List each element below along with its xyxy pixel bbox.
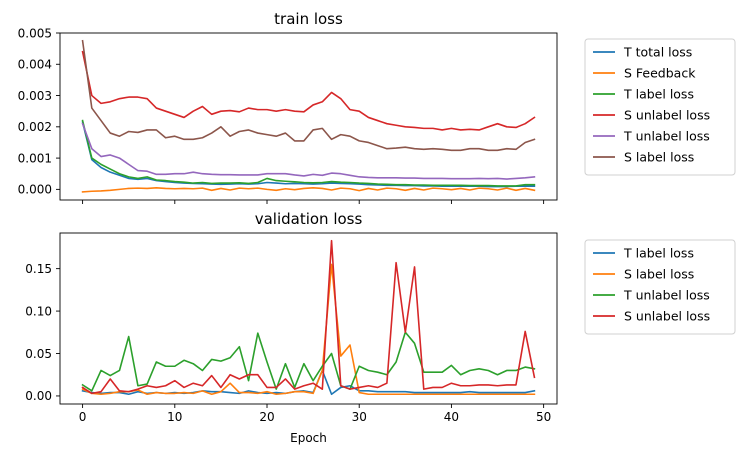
series-line-s-feedback bbox=[81, 187, 536, 193]
axes-frame bbox=[59, 232, 558, 405]
legend: T total loss S Feedback T label loss S unla… bbox=[584, 38, 736, 176]
y-tick-label: 0.002 bbox=[18, 120, 52, 134]
y-tick-label: 0.15 bbox=[25, 262, 52, 276]
x-tick-label: 50 bbox=[536, 410, 551, 424]
legend-label: S label loss bbox=[624, 150, 694, 165]
series-line-t-unlabel-loss bbox=[81, 122, 536, 180]
y-tick-label: 0.00 bbox=[25, 389, 52, 403]
legend-label: T total loss bbox=[623, 45, 692, 60]
y-tick-label: 0.005 bbox=[18, 26, 52, 40]
series-line-s-label-loss bbox=[81, 263, 536, 396]
y-tick-label: 0.10 bbox=[25, 304, 52, 318]
legend-label: T unlabel loss bbox=[623, 129, 710, 144]
legend-box bbox=[584, 239, 736, 335]
series-line-t-unlabel-loss bbox=[81, 331, 536, 392]
panel-title: train loss bbox=[274, 10, 343, 28]
legend: T label loss S label loss T unlabel loss S … bbox=[584, 239, 736, 335]
legend-label: T unlabel loss bbox=[623, 288, 710, 303]
series-line-t-total-loss bbox=[81, 121, 536, 188]
y-tick-label: 0.003 bbox=[18, 89, 52, 103]
series-line-t-label-loss bbox=[81, 119, 536, 187]
series-line-t-label-loss bbox=[81, 369, 536, 396]
x-tick-label: 20 bbox=[259, 410, 274, 424]
series-line-s-label-loss bbox=[81, 39, 536, 152]
legend-label: S unlabel loss bbox=[624, 108, 710, 123]
x-tick-label: 10 bbox=[167, 410, 182, 424]
y-tick-label: 0.004 bbox=[18, 58, 52, 72]
legend-box bbox=[584, 38, 736, 176]
series-lines bbox=[81, 39, 536, 193]
x-axis-label: Epoch bbox=[290, 431, 327, 445]
x-tick-label: 40 bbox=[444, 410, 459, 424]
y-tick-label: 0.000 bbox=[18, 183, 52, 197]
y-tick-label: 0.05 bbox=[25, 347, 52, 361]
legend-label: T label loss bbox=[623, 246, 694, 261]
x-tick-label: 0 bbox=[79, 410, 87, 424]
legend-label: S label loss bbox=[624, 267, 694, 282]
axes-frame bbox=[59, 32, 558, 201]
panel-title: validation loss bbox=[255, 210, 363, 228]
series-line-s-unlabel-loss bbox=[81, 50, 536, 131]
legend-label: S Feedback bbox=[624, 66, 696, 81]
train-loss-panel: train loss 0.000 0.001 0.002 0.003 0.004 0.005… bbox=[18, 10, 736, 204]
series-lines bbox=[81, 239, 536, 396]
y-tick-label: 0.001 bbox=[18, 151, 52, 165]
x-tick-label: 30 bbox=[352, 410, 367, 424]
legend-label: T label loss bbox=[623, 87, 694, 102]
series-line-s-unlabel-loss bbox=[81, 239, 536, 395]
validation-loss-panel: validation loss 0 10 20 30 40 50 0.00 0.05 0.10 0.… bbox=[25, 210, 736, 445]
legend-label: S unlabel loss bbox=[624, 309, 710, 324]
